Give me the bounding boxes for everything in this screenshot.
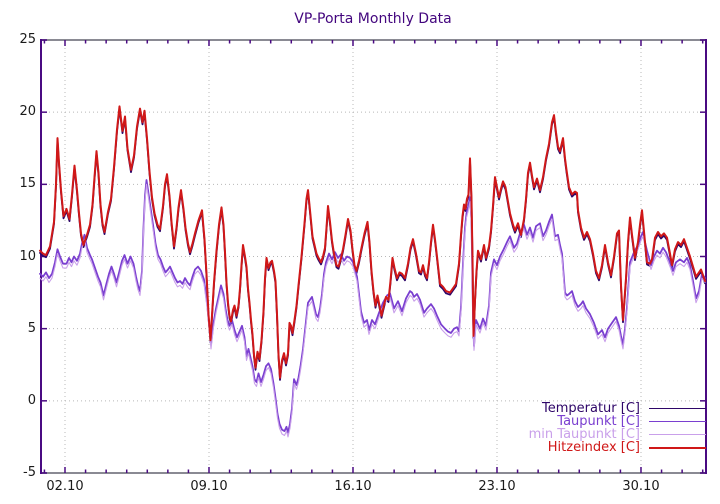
legend-label-hitzeindex: Hitzeindex [C] [547,440,640,455]
legend-line-sample-hitzeindex [649,446,706,449]
y-tick-label-25: 25 [19,32,36,47]
legend-line-sample-temperatur [649,407,706,410]
legend-label-taupunkt: Taupunkt [C] [557,414,640,429]
legend-row-temperatur: Temperatur [C] [529,402,706,415]
x-tick-label-0210: 02.10 [46,479,84,494]
x-tick-label-3010: 30.10 [622,479,660,494]
legend-row-hitzeindex: Hitzeindex [C] [529,441,706,454]
x-tick-label-1610: 16.10 [334,479,372,494]
legend-label-min-taupunkt: min Taupunkt [C] [528,427,640,442]
legend: Temperatur [C] Taupunkt [C] min Taupunkt… [529,402,706,454]
legend-label-temperatur: Temperatur [C] [542,401,640,416]
y-tick-label-0: 0 [27,392,36,408]
legend-line-sample-min-taupunkt [649,433,706,436]
y-tick-label-10: 10 [19,248,36,264]
legend-line-sample-taupunkt [649,420,706,423]
x-tick-label-0910: 09.10 [190,479,228,494]
legend-row-min-taupunkt: min Taupunkt [C] [529,428,706,441]
y-tick-label-15: 15 [19,176,36,192]
y-tick-label-m5: -5 [23,465,36,480]
x-tick-label-2310: 23.10 [478,479,516,494]
y-tick-label-5: 5 [27,320,36,336]
y-tick-label-20: 20 [19,104,36,120]
legend-row-taupunkt: Taupunkt [C] [529,415,706,428]
chart-title: VP-Porta Monthly Data [294,11,452,27]
